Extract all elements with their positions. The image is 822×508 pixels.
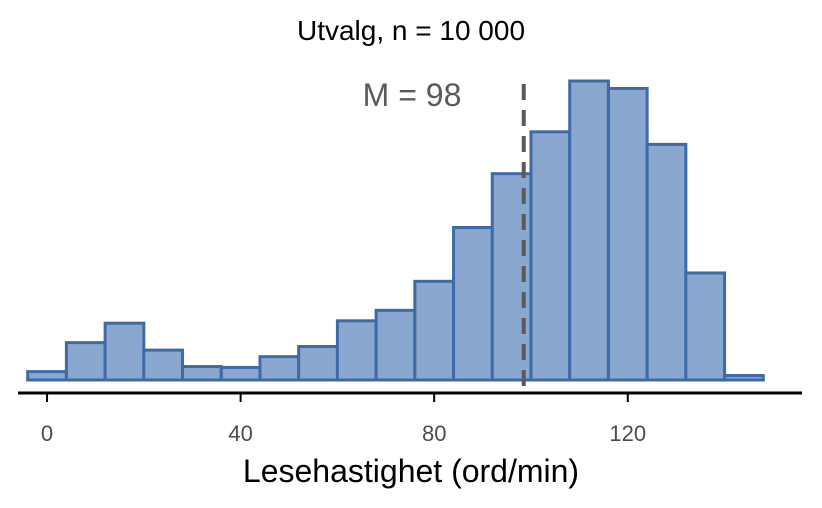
histogram-bar: [142, 348, 185, 382]
x-axis-title: Lesehastighet (ord/min): [243, 453, 579, 489]
histogram-bar: [568, 79, 610, 382]
chart-title: Utvalg, n = 10 000: [297, 15, 525, 46]
x-tick-label: 80: [422, 421, 446, 446]
histogram-bar: [452, 226, 494, 382]
histogram-bar: [606, 86, 649, 382]
histogram-bar: [723, 374, 765, 382]
histogram-bar: [219, 365, 262, 382]
x-tick-label: 120: [609, 421, 646, 446]
histogram-bar: [103, 321, 146, 382]
x-tick-label: 0: [41, 421, 53, 446]
histogram-bar: [64, 341, 107, 382]
histogram-bar: [297, 345, 339, 382]
histogram-bar: [258, 355, 301, 382]
x-ticks-group: 0 40 80 120: [41, 393, 646, 446]
histogram-bar: [374, 308, 417, 382]
x-tick-label: 40: [228, 421, 252, 446]
histogram-bar: [26, 370, 68, 382]
bars-group: [26, 79, 765, 382]
mean-label: M = 98: [363, 77, 462, 113]
histogram-bar: [335, 319, 378, 382]
histogram-bar: [413, 279, 456, 382]
histogram-bar: [529, 130, 572, 382]
histogram-bar: [684, 271, 727, 382]
histogram-bar: [645, 142, 688, 382]
histogram-bar: [181, 365, 223, 382]
